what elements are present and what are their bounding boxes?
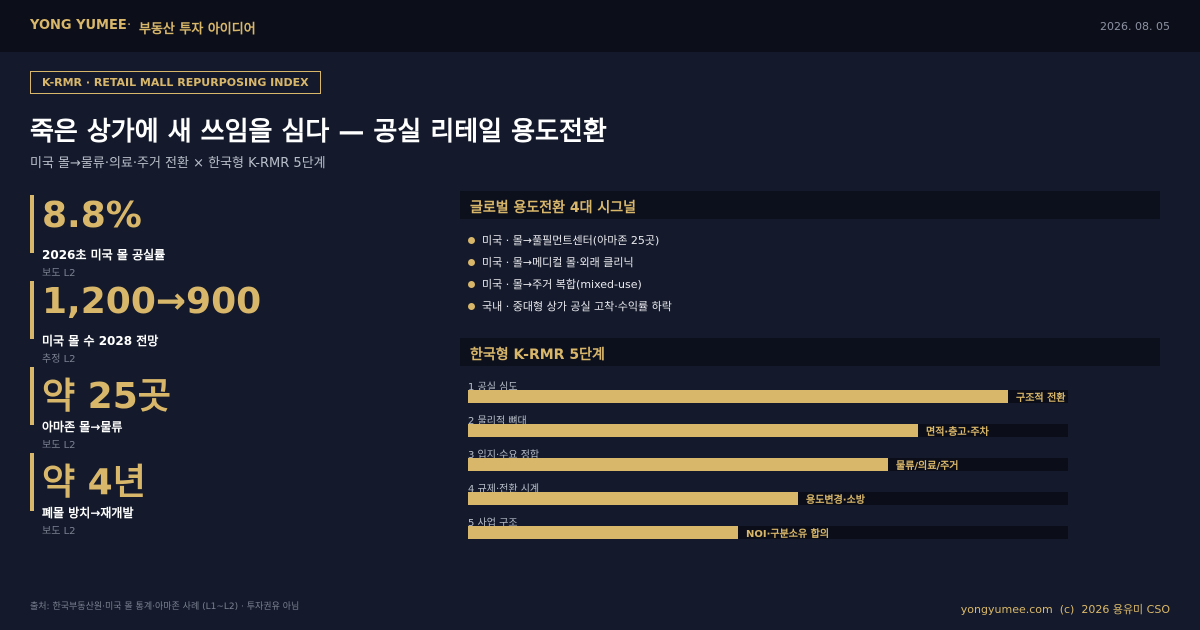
date: 2026. 08. 05	[1100, 20, 1170, 33]
stage-label: 2 물리적 뼈대	[468, 416, 527, 427]
subtitle: 미국 몰→물류·의료·주거 전환 × 한국형 K-RMR 5단계	[30, 156, 326, 171]
signal-item: 국내 · 중대형 상가 공실 고착·수익률 하락	[482, 300, 672, 313]
bar	[468, 458, 888, 471]
source: 출처: 한국부동산원·미국 몰 통계·아마존 사례 (L1~L2) · 투자권유…	[30, 602, 300, 612]
bar-tag: 물류/의료/주거	[896, 461, 959, 472]
signal-item: 미국 · 몰→풀필먼트센터(아마존 25곳)	[482, 234, 660, 247]
tag: K-RMR · RETAIL MALL REPURPOSING INDEX	[30, 71, 321, 94]
bullet	[468, 303, 475, 310]
stat-label: 2026초 미국 몰 공실률	[42, 248, 166, 262]
separator: ·	[127, 18, 132, 33]
stat-value: 약 4년	[42, 462, 146, 503]
bar-tag: 면적·층고·주차	[926, 427, 989, 438]
brand: YONG YUMEE	[30, 18, 127, 33]
stat-accent	[30, 281, 34, 339]
bullet	[468, 259, 475, 266]
signal-item: 미국 · 몰→주거 복합(mixed-use)	[482, 278, 642, 291]
stat-value: 1,200→900	[42, 281, 262, 322]
stat-note: 추정 L2	[42, 354, 76, 365]
bullet	[468, 237, 475, 244]
bar	[468, 390, 1008, 403]
bar	[468, 526, 738, 539]
stat-note: 보도 L2	[42, 440, 76, 451]
bar-tag: 용도변경·소방	[806, 495, 865, 506]
signal-item: 미국 · 몰→메디컬 몰·외래 클리닉	[482, 256, 634, 269]
stat-label: 아마존 몰→물류	[42, 420, 123, 434]
stat-note: 보도 L2	[42, 526, 76, 537]
stage-label: 5 사업 구조	[468, 518, 518, 529]
bar-tag: 구조적 전환	[1016, 393, 1066, 404]
stat-accent	[30, 367, 34, 425]
stat-value: 8.8%	[42, 195, 142, 236]
stat-accent	[30, 195, 34, 253]
stat-value: 약 25곳	[42, 376, 171, 417]
bullet	[468, 281, 475, 288]
bar	[468, 492, 798, 505]
stat-label: 폐몰 방치→재개발	[42, 506, 134, 520]
bar-tag: NOI·구분소유 합의	[746, 529, 830, 540]
stage-label: 1 공실 심도	[468, 382, 518, 393]
stat-label: 미국 몰 수 2028 전망	[42, 334, 159, 348]
title: 죽은 상가에 새 쓰임을 심다 — 공실 리테일 용도전환	[30, 117, 607, 147]
stage-label: 4 규제·전환 시계	[468, 484, 540, 495]
stage-label: 3 입지·수요 정합	[468, 450, 540, 461]
panel-title: 글로벌 용도전환 4대 시그널	[460, 191, 1160, 219]
bar	[468, 424, 918, 437]
stat-note: 보도 L2	[42, 268, 76, 279]
stat-accent	[30, 453, 34, 511]
credit: yongyumee.com (c) 2026 용유미 CSO	[960, 603, 1170, 616]
section: 부동산 투자 아이디어	[139, 22, 256, 37]
top-bar	[0, 0, 1200, 52]
panel-title: 한국형 K-RMR 5단계	[460, 338, 1160, 366]
